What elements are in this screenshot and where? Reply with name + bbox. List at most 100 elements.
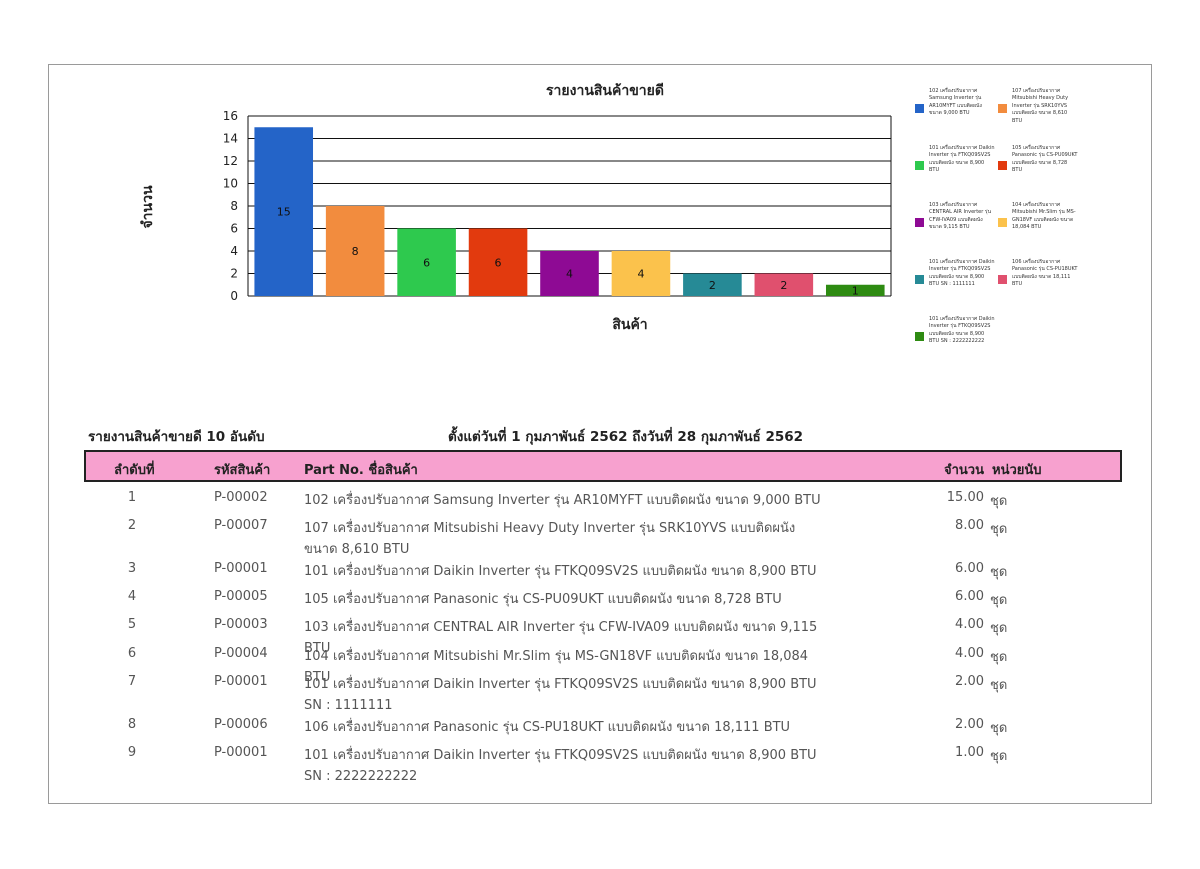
product-code: P-00002 bbox=[214, 490, 268, 505]
quantity: 1.00 bbox=[955, 745, 984, 760]
legend-swatch bbox=[998, 104, 1007, 113]
header-code: รหัสสินค้า bbox=[214, 463, 271, 478]
product-name: 106 เครื่องปรับอากาศ Panasonic รุ่น CS-P… bbox=[304, 720, 791, 735]
header-name: Part No. ชื่อสินค้า bbox=[304, 463, 418, 478]
unit: ชุด bbox=[990, 494, 1008, 509]
legend-label: 105 เครื่องปรับอากาศ Panasonic รุ่น CS-P… bbox=[1012, 145, 1078, 174]
legend-swatch bbox=[998, 218, 1007, 227]
legend-swatch bbox=[915, 104, 924, 113]
bar-data-label: 2 bbox=[709, 279, 716, 292]
legend-swatch bbox=[998, 275, 1007, 284]
bar-data-label: 6 bbox=[495, 256, 502, 269]
product-name: 101 เครื่องปรับอากาศ Daikin Inverter รุ่… bbox=[304, 748, 817, 784]
product-name: 104 เครื่องปรับอากาศ Mitsubishi Mr.Slim … bbox=[304, 649, 809, 685]
y-axis-label: จำนวน bbox=[140, 185, 156, 229]
legend-swatch bbox=[915, 161, 924, 170]
chart-title: รายงานสินค้าขายดี bbox=[546, 83, 664, 99]
report-title: รายงานสินค้าขายดี 10 อันดับ bbox=[88, 429, 265, 445]
product-name: 105 เครื่องปรับอากาศ Panasonic รุ่น CS-P… bbox=[304, 592, 782, 607]
bar bbox=[468, 228, 528, 296]
quantity: 4.00 bbox=[955, 617, 984, 632]
y-tick-label: 16 bbox=[223, 109, 238, 123]
product-name: 103 เครื่องปรับอากาศ CENTRAL AIR Inverte… bbox=[304, 620, 818, 656]
row-number: 4 bbox=[127, 589, 137, 604]
legend-swatch bbox=[915, 275, 924, 284]
bar-data-label: 6 bbox=[423, 256, 430, 269]
y-tick-label: 12 bbox=[223, 154, 238, 168]
report-frame bbox=[48, 64, 1152, 804]
bar bbox=[540, 251, 599, 296]
legend-label: 106 เครื่องปรับอากาศ Panasonic รุ่น CS-P… bbox=[1012, 259, 1078, 288]
unit: ชุด bbox=[990, 593, 1008, 608]
header-unit: หน่วยนับ bbox=[992, 463, 1042, 478]
row-number: 7 bbox=[127, 674, 137, 689]
legend-label: 103 เครื่องปรับอากาศ CENTRAL AIR Inverte… bbox=[929, 202, 991, 231]
row-number: 5 bbox=[127, 617, 137, 632]
legend-label: 101 เครื่องปรับอากาศ Daikin Inverter รุ่… bbox=[929, 259, 995, 288]
y-tick-label: 6 bbox=[230, 222, 238, 236]
report-period: ตั้งแต่วันที่ 1 กุมภาพันธ์ 2562 ถึงวันที… bbox=[448, 429, 804, 445]
row-number: 8 bbox=[127, 717, 137, 732]
bar-data-label: 2 bbox=[780, 279, 787, 292]
unit: ชุด bbox=[990, 721, 1008, 736]
legend-label: 104 เครื่องปรับอากาศ Mitsubishi Mr.Slim … bbox=[1012, 202, 1076, 231]
legend-label: 101 เครื่องปรับอากาศ Daikin Inverter รุ่… bbox=[929, 145, 995, 174]
bar-data-label: 1 bbox=[852, 284, 859, 297]
y-tick-label: 0 bbox=[230, 289, 238, 303]
header-no: ลำดับที่ bbox=[114, 463, 155, 478]
unit: ชุด bbox=[990, 621, 1008, 636]
bar bbox=[254, 127, 314, 296]
unit: ชุด bbox=[990, 565, 1008, 580]
unit: ชุด bbox=[990, 749, 1008, 764]
product-name: 101 เครื่องปรับอากาศ Daikin Inverter รุ่… bbox=[304, 564, 817, 579]
product-name: 101 เครื่องปรับอากาศ Daikin Inverter รุ่… bbox=[304, 677, 817, 713]
legend-swatch bbox=[915, 218, 924, 227]
legend-swatch bbox=[915, 332, 924, 341]
bar-data-label: 4 bbox=[566, 268, 573, 281]
quantity: 2.00 bbox=[955, 674, 984, 689]
bar bbox=[325, 206, 385, 296]
bar bbox=[397, 228, 456, 296]
legend-label: 102 เครื่องปรับอากาศ Samsung Inverter รุ… bbox=[929, 88, 982, 117]
quantity: 8.00 bbox=[955, 518, 984, 533]
product-code: P-00004 bbox=[214, 646, 268, 661]
bar bbox=[683, 273, 742, 296]
x-axis-label: สินค้า bbox=[612, 317, 648, 333]
bar-data-label: 15 bbox=[277, 206, 291, 219]
product-code: P-00001 bbox=[214, 674, 268, 689]
header-qty: จำนวน bbox=[944, 463, 984, 478]
unit: ชุด bbox=[990, 650, 1008, 665]
y-tick-label: 14 bbox=[223, 132, 238, 146]
product-code: P-00007 bbox=[214, 518, 268, 533]
product-name: 107 เครื่องปรับอากาศ Mitsubishi Heavy Du… bbox=[304, 521, 796, 557]
row-number: 9 bbox=[127, 745, 137, 760]
legend-label: 107 เครื่องปรับอากาศ Mitsubishi Heavy Du… bbox=[1012, 88, 1069, 124]
bar-data-label: 8 bbox=[352, 245, 359, 258]
bar bbox=[825, 284, 885, 296]
unit: ชุด bbox=[990, 678, 1008, 693]
row-number: 2 bbox=[127, 518, 137, 533]
y-tick-label: 10 bbox=[223, 177, 238, 191]
bar bbox=[754, 273, 814, 296]
table-header: ลำดับที่ รหัสสินค้า Part No. ชื่อสินค้า … bbox=[84, 450, 1122, 482]
row-number: 1 bbox=[127, 490, 137, 505]
unit: ชุด bbox=[990, 522, 1008, 537]
bar bbox=[611, 251, 671, 296]
quantity: 15.00 bbox=[946, 490, 984, 505]
bar-data-label: 4 bbox=[637, 268, 644, 281]
product-code: P-00003 bbox=[214, 617, 268, 632]
quantity: 6.00 bbox=[955, 561, 984, 576]
product-name: 102 เครื่องปรับอากาศ Samsung Inverter รุ… bbox=[304, 493, 821, 508]
quantity: 6.00 bbox=[955, 589, 984, 604]
quantity: 4.00 bbox=[955, 646, 984, 661]
legend-label: 101 เครื่องปรับอากาศ Daikin Inverter รุ่… bbox=[929, 316, 995, 345]
product-code: P-00001 bbox=[214, 561, 268, 576]
quantity: 2.00 bbox=[955, 717, 984, 732]
y-tick-label: 8 bbox=[230, 199, 238, 213]
row-number: 3 bbox=[127, 561, 137, 576]
y-tick-label: 4 bbox=[230, 244, 238, 258]
legend-swatch bbox=[998, 161, 1007, 170]
product-code: P-00001 bbox=[214, 745, 268, 760]
y-tick-label: 2 bbox=[230, 267, 238, 281]
